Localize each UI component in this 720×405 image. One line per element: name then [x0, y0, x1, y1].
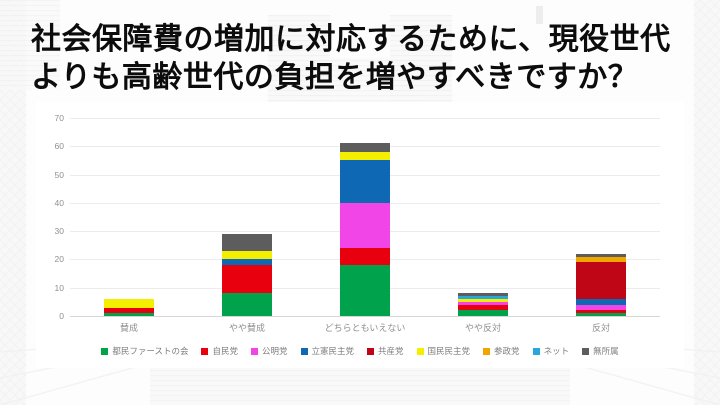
y-axis-label-10: 10 [54, 282, 64, 293]
legend-swatch-icon [201, 347, 209, 355]
bar-segment-無所属 [222, 233, 272, 251]
legend-label: ネット [543, 346, 570, 356]
x-axis-label-やや反対: やや反対 [464, 323, 501, 333]
legend-label: 公明党 [261, 346, 288, 356]
x-axis-label-どちらともいえない: どちらともいえない [324, 323, 406, 333]
bar-segment-自民党 [458, 304, 508, 311]
legend-item-参政党: 参政党 [483, 345, 520, 357]
legend-item-立憲民主党: 立憲民主党 [300, 345, 355, 357]
y-axis-label-0: 0 [59, 311, 64, 321]
bar-segment-参政党 [576, 256, 626, 263]
legend-label: 無所属 [593, 346, 619, 356]
slide-title-line1: 社会保障費の増加に対応するために、現役世代 [31, 23, 671, 56]
bar-segment-都民ファーストの会 [340, 265, 390, 316]
bar-segment-都民ファーストの会 [458, 310, 508, 316]
bar-segment-国民民主党 [340, 151, 390, 161]
slide-title: 社会保障費の増加に対応するために、現役世代 よりも高齢世代の負担を増やすべきです… [31, 21, 693, 97]
legend-swatch-icon [582, 347, 590, 355]
x-axis-label-やや賛成: やや賛成 [228, 323, 265, 333]
bar-segment-国民民主党 [104, 299, 154, 308]
bar-segment-公明党 [340, 202, 390, 249]
bar-segment-立憲民主党 [340, 160, 390, 203]
legend-swatch-icon [532, 347, 540, 355]
bar-やや賛成 [222, 233, 272, 316]
bar-segment-国民民主党 [458, 299, 508, 302]
chart-legend: 都民ファーストの会 自民党 公明党 立憲民主党 共産党 国民民主党 参政党 ネット 無所属 [0, 345, 720, 357]
legend-item-都民ファーストの会: 都民ファーストの会 [101, 345, 188, 357]
y-axis-label-30: 30 [54, 226, 64, 237]
legend-swatch-icon [416, 347, 424, 355]
legend-label: 国民民主党 [427, 346, 471, 356]
legend-item-無所属: 無所属 [582, 345, 619, 357]
bar-segment-自民党 [222, 265, 272, 294]
legend-label: 参政党 [494, 346, 520, 356]
bar-segment-自民党 [104, 307, 154, 314]
y-axis-label-70: 70 [54, 113, 64, 123]
bar-反対 [576, 253, 626, 316]
bar-segment-立憲民主党 [576, 299, 626, 305]
bar-segment-自民党 [340, 248, 390, 266]
y-axis-label-20: 20 [54, 254, 64, 265]
bar-segment-都民ファーストの会 [104, 313, 154, 316]
legend-swatch-icon [483, 347, 491, 355]
x-axis-label-賛成: 賛成 [119, 323, 138, 333]
legend-swatch-icon [367, 347, 375, 355]
slide-title-line2: よりも高齢世代の負担を増やすべきですか？ [31, 61, 639, 94]
bar-segment-無所属 [458, 293, 508, 297]
legend-item-自民党: 自民党 [201, 345, 238, 357]
y-axis-label-60: 60 [54, 141, 64, 152]
legend-item-ネット: ネット [532, 345, 570, 357]
bar-segment-ネット [458, 296, 508, 300]
legend-swatch-icon [101, 347, 109, 355]
bar-segment-都民ファーストの会 [222, 293, 272, 316]
legend-label: 都民ファーストの会 [112, 346, 189, 356]
legend-swatch-icon [300, 347, 308, 355]
gridline-0 [70, 316, 660, 317]
y-axis-label-40: 40 [54, 197, 64, 208]
legend-item-共産党: 共産党 [367, 345, 404, 357]
bar-segment-自民党 [576, 310, 626, 314]
bar-やや反対 [458, 293, 508, 316]
legend-swatch-icon [250, 347, 258, 355]
bar-賛成 [104, 299, 154, 316]
legend-item-公明党: 公明党 [250, 345, 288, 357]
bar-どちらともいえない [340, 143, 390, 316]
bar-segment-国民民主党 [222, 250, 272, 260]
bar-segment-無所属 [576, 253, 626, 257]
bar-segment-無所属 [340, 143, 390, 152]
bar-segment-公明党 [576, 304, 626, 311]
y-axis-label-50: 50 [54, 169, 64, 180]
bar-segment-立憲民主党 [222, 259, 272, 266]
x-axis-label-反対: 反対 [591, 323, 610, 333]
bar-segment-都民ファーストの会 [576, 313, 626, 316]
legend-label: 立憲民主党 [311, 346, 355, 356]
bar-chart-plot-area [70, 118, 660, 317]
bar-segment-公明党 [458, 301, 508, 305]
legend-label: 自民党 [212, 346, 238, 356]
legend-item-国民民主党: 国民民主党 [416, 345, 471, 357]
legend-label: 共産党 [378, 346, 404, 356]
gridline-70 [70, 118, 660, 119]
bar-segment-共産党 [576, 262, 626, 300]
